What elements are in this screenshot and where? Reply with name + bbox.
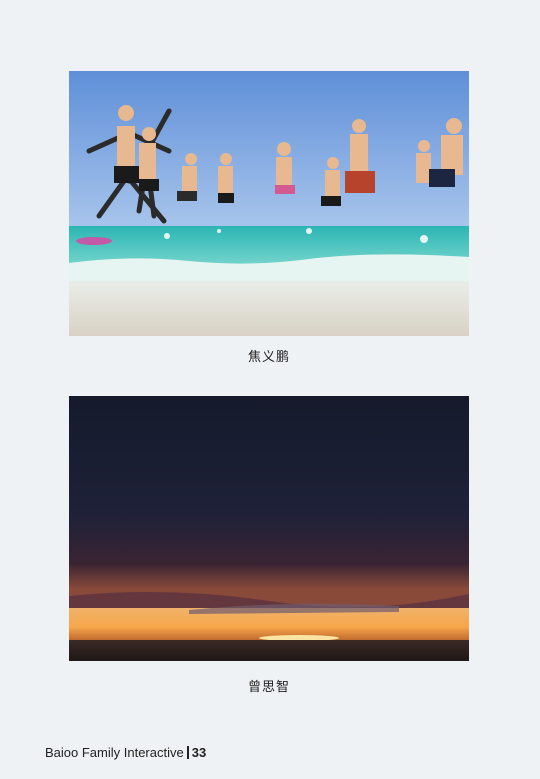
page-number: 33 [191, 745, 207, 760]
company-name: Baioo Family Interactive [45, 745, 184, 760]
sunset-photo [69, 396, 469, 661]
footer-divider [186, 746, 189, 759]
page-footer: Baioo Family Interactive 33 [45, 745, 206, 760]
photo-caption: 曾思智 [247, 680, 290, 695]
photo-caption: 焦义鹏 [247, 350, 290, 365]
beach-jump-photo [69, 71, 469, 336]
